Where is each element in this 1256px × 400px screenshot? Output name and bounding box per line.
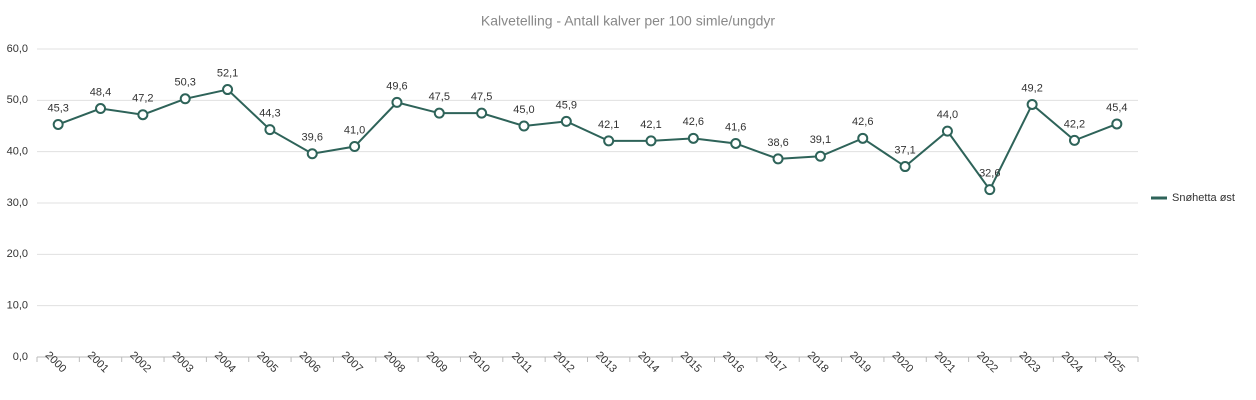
point	[857, 132, 869, 144]
data-label: 45,3	[47, 102, 68, 114]
point	[984, 184, 996, 196]
legend-label: Snøhetta øst	[1172, 192, 1235, 204]
y-tick-label: 60,0	[7, 43, 28, 55]
data-label: 45,4	[1106, 102, 1127, 114]
x-tick-label: 2002	[127, 349, 153, 375]
x-tick-label: 2010	[466, 349, 492, 375]
data-label: 37,1	[894, 144, 915, 156]
x-tick-label: 2017	[763, 349, 789, 375]
point	[730, 137, 742, 149]
point	[52, 118, 64, 130]
y-tick-label: 30,0	[7, 197, 28, 209]
x-tick-label: 2019	[847, 349, 873, 375]
data-label: 32,6	[979, 168, 1000, 180]
data-label: 44,3	[259, 107, 280, 119]
x-tick-label: 2006	[297, 349, 323, 375]
x-tick-label: 2015	[678, 349, 704, 375]
x-tick-label: 2013	[593, 349, 619, 375]
point	[137, 109, 149, 121]
point	[349, 141, 361, 153]
x-tick-label: 2007	[339, 349, 365, 375]
data-label: 44,0	[937, 109, 958, 121]
data-label: 41,6	[725, 121, 746, 133]
x-tick-label: 2025	[1101, 349, 1127, 375]
data-label: 47,5	[471, 91, 492, 103]
data-label: 47,5	[429, 91, 450, 103]
data-label: 42,1	[640, 119, 661, 131]
point	[941, 125, 953, 137]
y-tick-label: 50,0	[7, 94, 28, 106]
x-tick-label: 2001	[85, 349, 111, 375]
x-tick-label: 2024	[1059, 349, 1085, 375]
point	[560, 115, 572, 127]
data-label: 42,1	[598, 119, 619, 131]
point	[95, 103, 107, 115]
data-label: 38,6	[767, 137, 788, 149]
point	[1111, 118, 1123, 130]
point	[814, 150, 826, 162]
x-tick-label: 2003	[170, 349, 196, 375]
x-tick-label: 2020	[890, 349, 916, 375]
point	[603, 135, 615, 147]
series-line	[57, 88, 1118, 192]
x-tick-label: 2004	[212, 349, 238, 375]
x-tick-label: 2021	[932, 349, 958, 375]
data-label: 45,0	[513, 104, 534, 116]
x-tick-label: 2023	[1017, 349, 1043, 375]
point	[306, 148, 318, 160]
data-label: 39,6	[302, 132, 323, 144]
point	[391, 96, 403, 108]
data-label: 52,1	[217, 67, 238, 79]
y-tick-label: 10,0	[7, 300, 28, 312]
chart-title: Kalvetelling - Antall kalver per 100 sim…	[481, 13, 775, 29]
y-tick-label: 40,0	[7, 146, 28, 158]
data-label: 49,6	[386, 80, 407, 92]
point	[433, 107, 445, 119]
data-label: 39,1	[810, 134, 831, 146]
point	[476, 107, 488, 119]
y-tick-label: 0,0	[13, 351, 28, 363]
x-tick-label: 2008	[381, 349, 407, 375]
point	[264, 124, 276, 136]
data-label: 45,9	[556, 99, 577, 111]
data-label: 42,2	[1064, 118, 1085, 130]
point	[518, 120, 530, 132]
x-tick-label: 2016	[720, 349, 746, 375]
x-tick-label: 2011	[509, 350, 534, 375]
data-label: 48,4	[90, 86, 111, 98]
x-tick-label: 2012	[551, 349, 577, 375]
point	[1068, 134, 1080, 146]
data-label: 41,0	[344, 124, 365, 136]
data-label: 50,3	[175, 77, 196, 89]
y-tick-label: 20,0	[7, 248, 28, 260]
data-label: 42,6	[683, 116, 704, 128]
data-label: 49,2	[1021, 82, 1042, 94]
x-tick-label: 2009	[424, 349, 450, 375]
point	[772, 153, 784, 165]
point	[179, 93, 191, 105]
point	[222, 84, 234, 96]
point	[687, 132, 699, 144]
data-label: 47,2	[132, 93, 153, 105]
point	[1026, 98, 1038, 110]
data-label: 42,6	[852, 116, 873, 128]
x-tick-label: 2000	[43, 349, 69, 375]
point	[645, 135, 657, 147]
x-tick-label: 2014	[636, 349, 662, 375]
x-tick-label: 2018	[805, 349, 831, 375]
x-tick-label: 2005	[254, 349, 280, 375]
point	[899, 161, 911, 173]
x-tick-label: 2022	[974, 349, 1000, 375]
